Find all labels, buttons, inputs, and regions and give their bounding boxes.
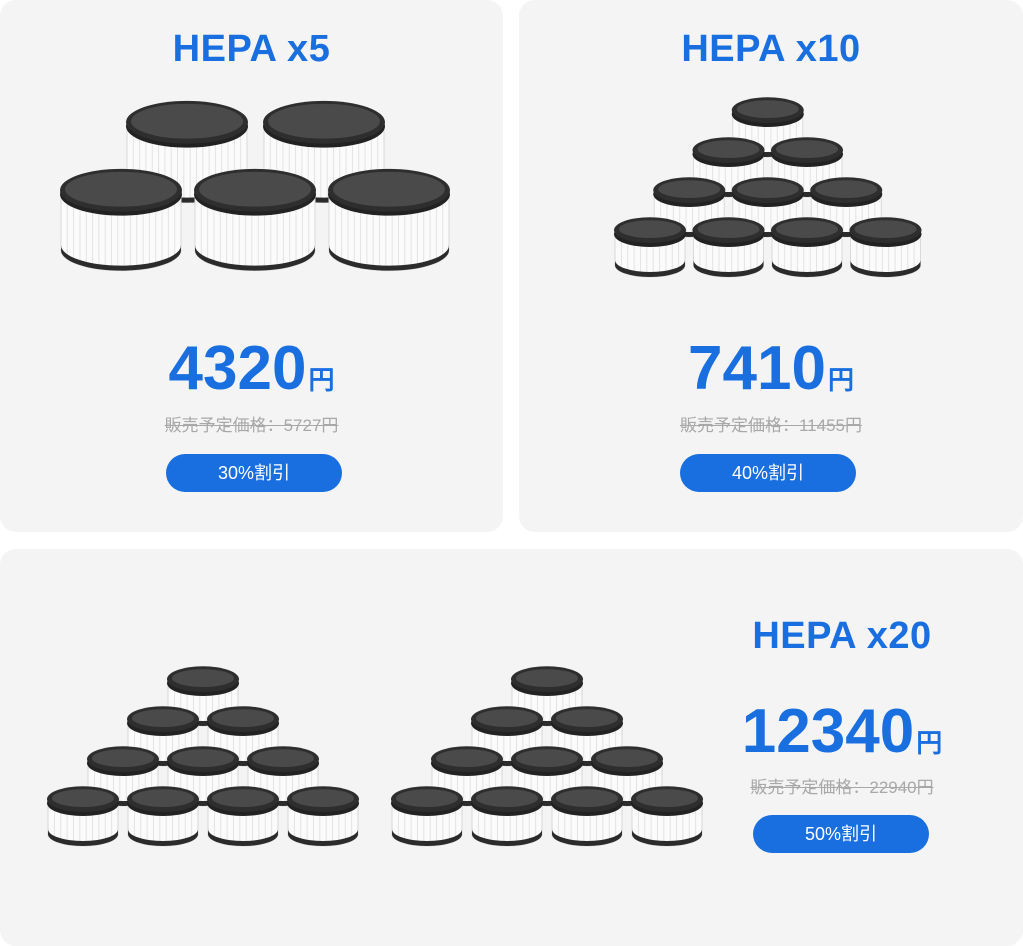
offer-title: HEPA x20: [752, 615, 932, 657]
discount-badge: 40%割引: [680, 454, 856, 492]
original-price-text: 販売予定価格：22940円: [750, 778, 934, 797]
filter-cartridge-icon: [47, 786, 119, 847]
original-price: 販売予定価格：5727円: [0, 417, 503, 434]
filter-cartridge-icon: [60, 168, 182, 272]
original-price-text: 販売予定価格：11455円: [679, 416, 862, 435]
filter-cartridge-icon: [328, 168, 450, 272]
filter-cartridge-icon: [391, 786, 463, 847]
filter-cartridge-icon: [287, 786, 359, 847]
filter-cartridge-icon: [127, 786, 199, 847]
hepa-filter-x20-image: [47, 666, 703, 847]
filter-cartridge-icon: [207, 786, 279, 847]
offer-title: HEPA x5: [172, 28, 331, 70]
original-price: 販売予定価格：11455円: [519, 417, 1023, 434]
offer-card-x20[interactable]: HEPA x20 12340円 販売予定価格：22940円 50%割引: [0, 549, 1023, 946]
price-value: 12340: [741, 697, 915, 766]
filter-cartridge-icon: [471, 786, 543, 847]
filter-cartridge-icon: [614, 217, 686, 278]
discount-badge: 30%割引: [166, 454, 342, 492]
filter-cartridge-icon: [194, 168, 316, 272]
currency-label: 円: [308, 365, 335, 395]
filter-cartridge-icon: [631, 786, 703, 847]
original-price: 販売予定価格：22940円: [700, 779, 984, 796]
currency-label: 円: [827, 365, 854, 395]
discount-badge: 50%割引: [753, 815, 929, 853]
offer-price: 4320円: [0, 338, 503, 400]
currency-label: 円: [916, 728, 943, 758]
offer-title: HEPA x10: [681, 28, 861, 70]
price-value: 7410: [688, 334, 826, 403]
hepa-filter-x10-image: [614, 97, 922, 278]
filter-cartridge-icon: [692, 217, 765, 278]
original-price-text: 販売予定価格：5727円: [164, 416, 339, 435]
offer-price: 7410円: [519, 338, 1023, 400]
hepa-filter-x5-image: [60, 100, 450, 272]
offer-card-x10[interactable]: HEPA x10 7410円 販売予定価格：11455円 40%割引: [519, 0, 1023, 532]
filter-cartridge-icon: [551, 786, 623, 847]
price-value: 4320: [168, 334, 307, 403]
offer-card-x5[interactable]: HEPA x5 4320円 販売予定価格：5727円 30%割引: [0, 0, 503, 532]
offer-price: 12340円: [700, 701, 984, 763]
filter-cartridge-icon: [849, 217, 922, 278]
filter-cartridge-icon: [771, 217, 843, 278]
